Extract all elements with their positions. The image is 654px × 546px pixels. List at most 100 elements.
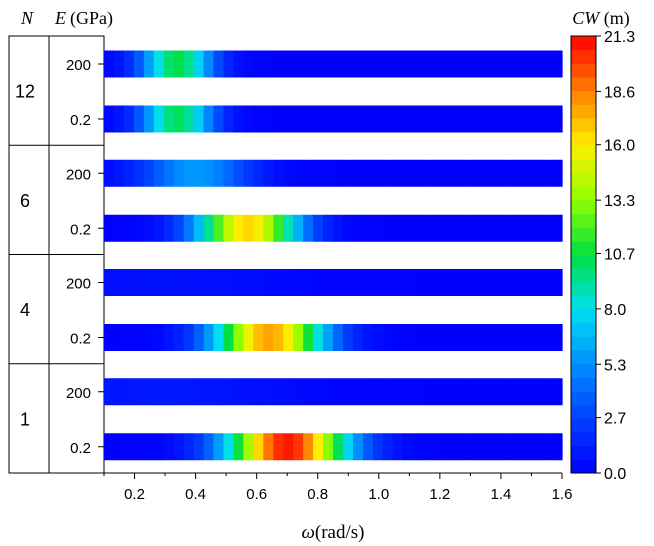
heatmap-cell (412, 214, 424, 242)
heatmap-cell (173, 378, 185, 406)
heatmap-cell (213, 50, 225, 78)
heatmap-cell (392, 324, 404, 351)
heatmap-cell (362, 159, 374, 187)
heatmap-cell (193, 50, 205, 78)
heatmap-cell (303, 50, 314, 78)
colorbar-title-symbol: CW (572, 8, 601, 28)
heatmap-cell (113, 324, 125, 351)
heatmap-cell (243, 324, 254, 351)
colorbar-ticks: 0.0 2.7 5.3 8.0 10.7 13.3 16.0 18.6 21.3 (596, 29, 635, 483)
heatmap-cell (342, 324, 354, 351)
heatmap-cell (342, 50, 354, 78)
colorbar-step (571, 404, 596, 419)
heatmap-cell (412, 105, 424, 133)
heatmap-cell (253, 214, 264, 242)
heatmap-cell (392, 433, 404, 461)
heatmap-cell (263, 378, 274, 406)
heatmap-cell (313, 50, 324, 78)
heatmap-cell (223, 378, 235, 406)
heatmap-cell (422, 324, 434, 351)
heatmap-cell (402, 50, 414, 78)
heatmap-cell (522, 269, 533, 296)
heatmap-cell (462, 269, 473, 296)
heatmap-cell (193, 433, 205, 461)
heatmap-cell (422, 159, 434, 187)
heatmap-cell (342, 269, 354, 296)
colorbar-step (571, 254, 596, 269)
heatmap-cell (173, 105, 185, 133)
heatmap-cell (522, 105, 533, 133)
heatmap-cell (173, 324, 185, 351)
heatmap-cell (183, 324, 195, 351)
heatmap-cell (372, 433, 384, 461)
heatmap-cell (492, 269, 503, 296)
heatmap-cell (104, 433, 115, 461)
heatmap-cell (113, 378, 125, 406)
heatmap-cell (153, 269, 165, 296)
heatmap-cell (482, 269, 493, 296)
heatmap-cell (273, 105, 284, 133)
colorbar-tick-label: 5.3 (604, 357, 626, 374)
colorbar-tick-label: 0.0 (604, 466, 626, 483)
heatmap-cell (163, 433, 175, 461)
colorbar-step (571, 186, 596, 201)
heatmap-cell (104, 269, 115, 296)
heatmap-cell (223, 159, 235, 187)
e-tick-labels: 200 0.2 200 0.2 200 0.2 200 0.2 (66, 57, 104, 457)
heatmap-cell (213, 214, 225, 242)
heatmap-cell (323, 378, 334, 406)
heatmap-cell (133, 433, 145, 461)
heatmap-cell (352, 105, 364, 133)
heatmap-cell (422, 214, 434, 242)
heatmap-cell (442, 105, 454, 133)
heatmap-cell (323, 105, 334, 133)
heatmap-cell (472, 378, 483, 406)
heatmap-cell (163, 159, 175, 187)
heatmap-cell (452, 378, 464, 406)
heatmap-cell (273, 324, 284, 351)
heatmap-cell (143, 378, 155, 406)
heatmap-cell (472, 214, 483, 242)
heatmap-cell (532, 433, 543, 461)
n-header: N (20, 8, 34, 28)
heatmap-cell (123, 159, 135, 187)
heatmap-cell (283, 433, 294, 461)
heatmap-cell (552, 324, 563, 351)
heatmap-cell (293, 269, 304, 296)
heatmap-cell (333, 159, 344, 187)
heatmap-cell (482, 214, 493, 242)
heatmap-cell (104, 214, 115, 242)
heatmap-cell (253, 433, 264, 461)
heatmap-cell (333, 433, 344, 461)
heatmap-cell (293, 50, 304, 78)
heatmap-cell (522, 214, 533, 242)
colorbar-step (571, 268, 596, 283)
heatmap-cell (352, 50, 364, 78)
heatmap-cell (213, 433, 225, 461)
heatmap-cell (163, 269, 175, 296)
heatmap-cell (422, 50, 434, 78)
x-tick-label: 1.0 (368, 486, 389, 503)
colorbar-step (571, 418, 596, 433)
colorbar-step (571, 336, 596, 351)
heatmap-cell (123, 50, 135, 78)
e-tick-label: 200 (66, 385, 91, 402)
heatmap-cell (273, 378, 284, 406)
heatmap-cell (104, 50, 115, 78)
heatmap-cell (153, 378, 165, 406)
heatmap-cell (442, 214, 454, 242)
heatmap-cell (283, 159, 294, 187)
heatmap-cell (133, 105, 145, 133)
heatmap-cell (303, 324, 314, 351)
heatmap-cell (392, 269, 404, 296)
heatmap-cell (552, 433, 563, 461)
heatmap-cell (123, 324, 135, 351)
heatmap-cell (223, 50, 235, 78)
colorbar-step (571, 240, 596, 255)
heatmap-cell (193, 214, 205, 242)
heatmap-cell (462, 214, 473, 242)
heatmap-cell (263, 159, 274, 187)
heatmap-cell (432, 269, 444, 296)
heatmap-cell (392, 378, 404, 406)
heatmap-cell (522, 433, 533, 461)
